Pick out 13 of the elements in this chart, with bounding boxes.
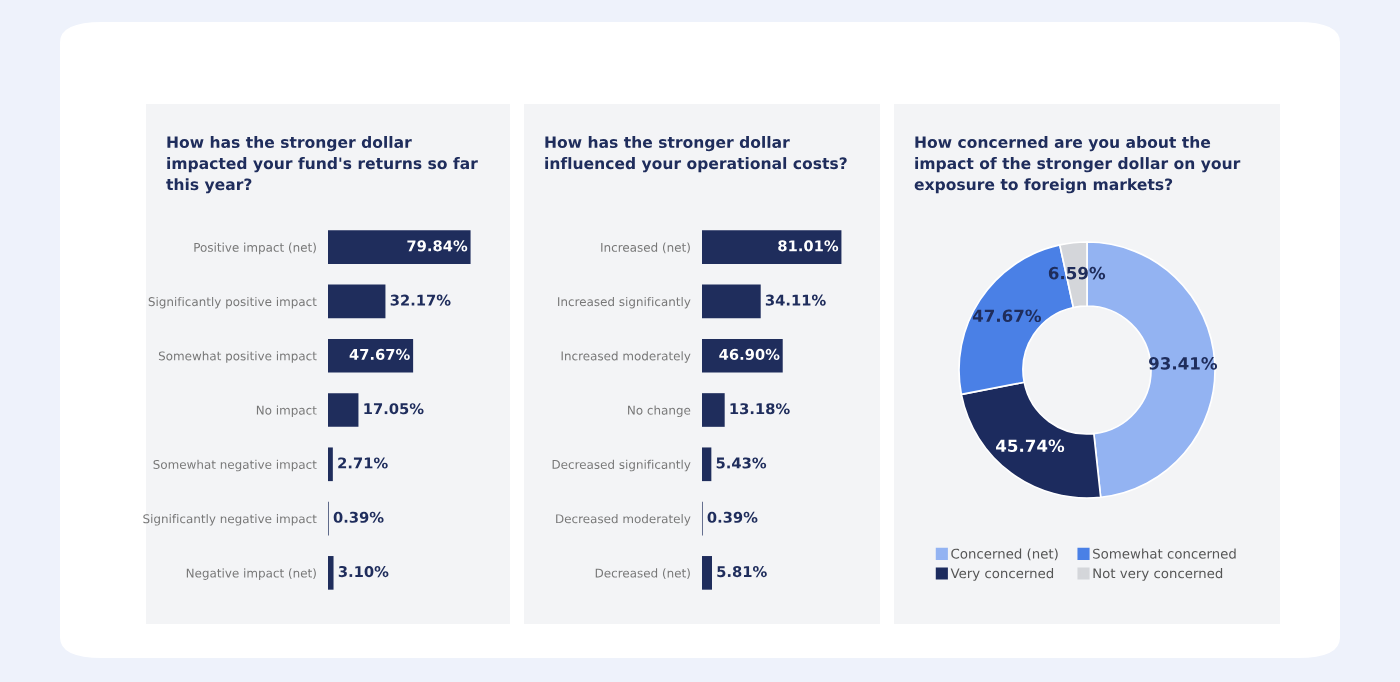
bar <box>702 284 761 319</box>
data-label: 47.67% <box>972 309 1042 323</box>
bar <box>328 393 359 427</box>
bar <box>328 556 334 590</box>
bar <box>702 447 712 482</box>
bar <box>702 230 842 264</box>
bar <box>702 338 783 373</box>
bar <box>328 338 414 373</box>
bar <box>702 393 725 427</box>
bar <box>328 230 471 264</box>
data-label: 45.74% <box>996 439 1065 453</box>
bar <box>328 284 386 319</box>
bar <box>702 556 712 590</box>
